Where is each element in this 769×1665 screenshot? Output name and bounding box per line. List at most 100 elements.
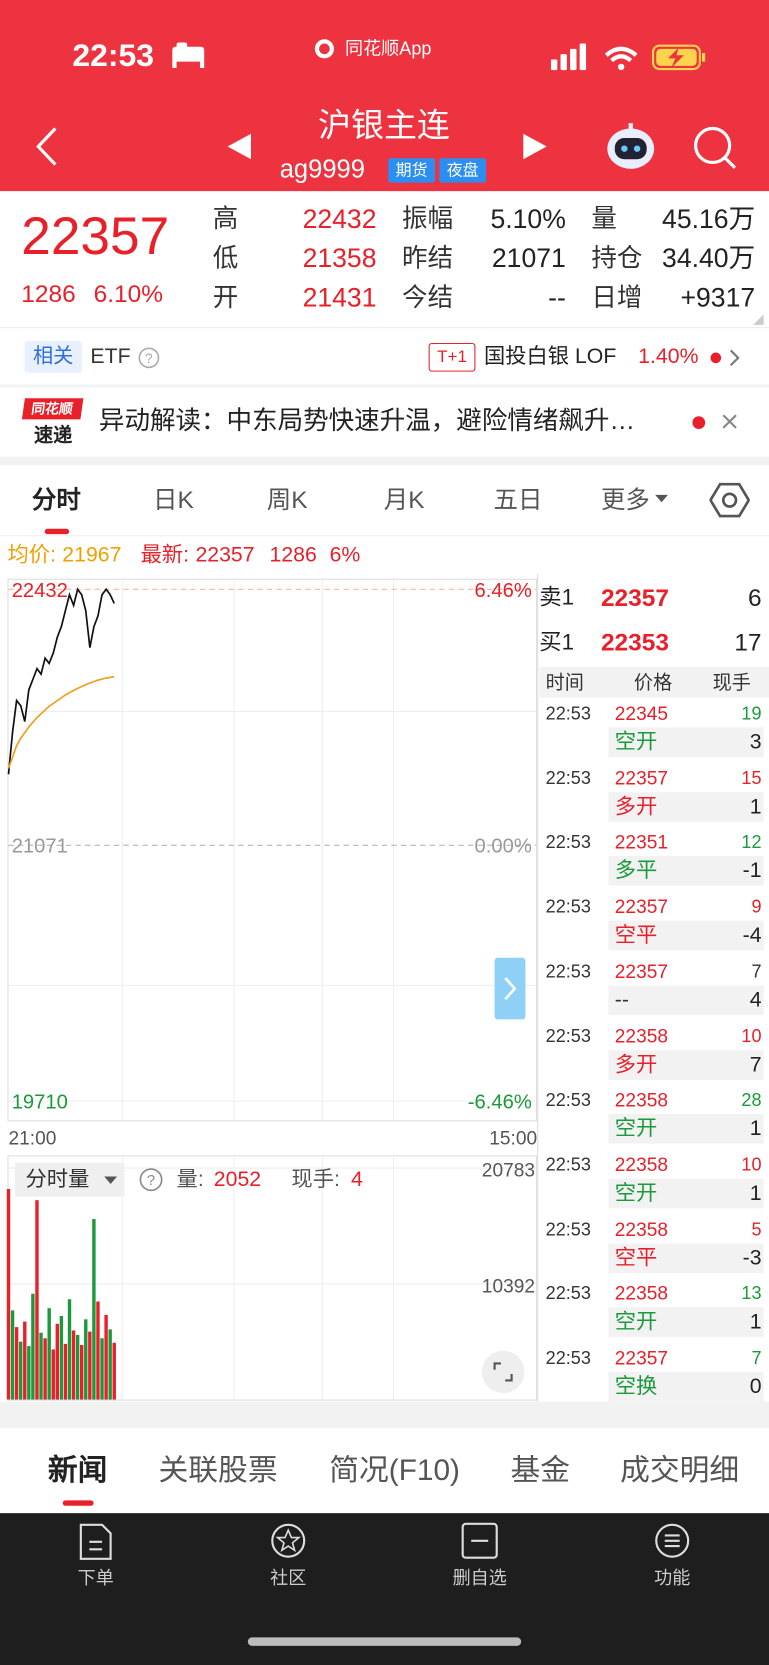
- news-logo-text: 速递: [34, 424, 73, 446]
- bottom-tab[interactable]: 成交明细: [620, 1453, 740, 1487]
- related-fund[interactable]: 国投白银 LOF: [483, 345, 617, 369]
- y-tick-label: 21071: [12, 836, 68, 858]
- bottom-tab[interactable]: 简况(F10): [329, 1453, 460, 1487]
- settings-button[interactable]: [709, 480, 750, 520]
- tag-badge: 期货: [388, 158, 436, 183]
- volume-bar: [92, 1219, 96, 1400]
- price-change: 1286: [21, 279, 76, 308]
- volume-bar: [63, 1343, 68, 1400]
- t1-badge: T+1: [428, 342, 476, 372]
- trade-type-bg: [608, 920, 764, 951]
- bottom-tab[interactable]: 新闻: [47, 1453, 108, 1487]
- trades-header-bg: [539, 666, 769, 698]
- nav-item[interactable]: 删自选: [452, 1567, 507, 1589]
- volume-bar: [84, 1319, 88, 1400]
- trade-type-bg: [608, 1049, 764, 1080]
- stat-value: 5.10%: [490, 204, 566, 235]
- stat-label: 今结: [402, 283, 454, 313]
- trade-price: 22358: [614, 1025, 669, 1047]
- trade-time: 22:53: [545, 832, 591, 853]
- tag-text: 期货: [395, 161, 428, 180]
- t1-text: T+1: [437, 347, 467, 366]
- nav-item[interactable]: 下单: [77, 1567, 114, 1589]
- trade-hand: -4: [742, 923, 762, 948]
- volume-bar: [108, 1329, 112, 1400]
- trade-time: 22:53: [545, 1219, 591, 1240]
- tab-indicator: [44, 528, 70, 535]
- y2-tick-label: -6.46%: [468, 1092, 532, 1114]
- back-button[interactable]: [32, 125, 64, 167]
- book-qty: 17: [734, 628, 762, 656]
- tab[interactable]: 分时: [31, 485, 81, 514]
- trade-price: 22357: [614, 960, 669, 983]
- trade-hand: 1: [749, 1117, 762, 1141]
- trade-hand: -3: [742, 1246, 762, 1270]
- news-text[interactable]: 异动解读：中东局势快速升温，避险情绪飙升…: [98, 406, 635, 436]
- volume-selector[interactable]: 分时量: [25, 1168, 90, 1192]
- trade-type: 多平: [614, 859, 658, 883]
- book-side: 买1: [539, 630, 575, 655]
- trade-qty: 7: [751, 1348, 762, 1369]
- help-icon[interactable]: ?: [137, 1166, 165, 1194]
- stat-value: --: [548, 282, 566, 313]
- volume-selector-bg[interactable]: [14, 1162, 125, 1197]
- trade-qty: 28: [741, 1090, 762, 1111]
- tab[interactable]: 五日: [493, 485, 543, 514]
- corner-mark: [753, 314, 764, 325]
- related-tag-text: 相关: [32, 345, 74, 368]
- trade-price: 22358: [614, 1089, 669, 1111]
- book-price: 22357: [600, 583, 669, 612]
- stat-value: 21071: [491, 243, 566, 274]
- volume-bar: [112, 1342, 116, 1400]
- news-logo-text: 同花顺: [30, 400, 74, 417]
- volume-bar: [75, 1334, 80, 1400]
- symbol-code: ag9999: [279, 155, 365, 184]
- trade-type: 空开: [614, 730, 658, 754]
- bottom-tab[interactable]: 关联股票: [158, 1453, 278, 1487]
- volume-bar: [10, 1310, 15, 1400]
- trades-header: 价格: [633, 672, 673, 694]
- volume-bar: [71, 1330, 76, 1400]
- trade-price: 22357: [614, 767, 669, 789]
- latest-pct: 6%: [329, 543, 361, 568]
- y-tick-label: 22432: [12, 580, 68, 602]
- fullscreen-button[interactable]: [481, 1350, 526, 1395]
- nav-item[interactable]: 社区: [270, 1567, 307, 1589]
- trade-time: 22:53: [545, 703, 591, 724]
- trade-type: 空平: [614, 923, 658, 948]
- trade-hand: 1: [749, 1181, 762, 1206]
- tab[interactable]: 周K: [266, 485, 308, 514]
- latest-value: 22357: [195, 543, 255, 568]
- trade-type-bg: [608, 1371, 764, 1402]
- related-more[interactable]: [708, 346, 746, 369]
- trade-price: 22351: [614, 831, 669, 854]
- prev-button[interactable]: [225, 132, 253, 162]
- tab[interactable]: 更多: [600, 485, 650, 514]
- search-button[interactable]: [691, 124, 738, 171]
- volume-bar: [35, 1200, 39, 1400]
- trade-type: 多开: [614, 1052, 658, 1077]
- trade-hand: -1: [742, 859, 762, 883]
- next-button[interactable]: [521, 132, 549, 162]
- stat-label: 量: [591, 204, 617, 234]
- assistant-icon[interactable]: [604, 121, 657, 172]
- nav-icons: [79, 1522, 690, 1646]
- bottom-tab[interactable]: 基金: [510, 1453, 571, 1487]
- related-tag: 相关: [24, 340, 82, 373]
- tab[interactable]: 日K: [152, 485, 194, 514]
- last-price: 22357: [21, 206, 170, 266]
- trade-type: 空平: [614, 1246, 658, 1270]
- volume-bar: [31, 1293, 35, 1400]
- nav-item[interactable]: 功能: [654, 1567, 691, 1589]
- volume-bar: [23, 1321, 27, 1400]
- trade-qty: 9: [751, 896, 762, 918]
- tab[interactable]: 月K: [383, 485, 425, 514]
- price-frame: [7, 578, 538, 1122]
- stat-value: 21431: [302, 282, 377, 313]
- expand-panel-button[interactable]: [494, 957, 526, 1020]
- volume-bar: [96, 1301, 100, 1400]
- news-controls[interactable]: [687, 409, 751, 437]
- volume-bar: [55, 1323, 60, 1400]
- help-icon[interactable]: ?: [136, 345, 162, 370]
